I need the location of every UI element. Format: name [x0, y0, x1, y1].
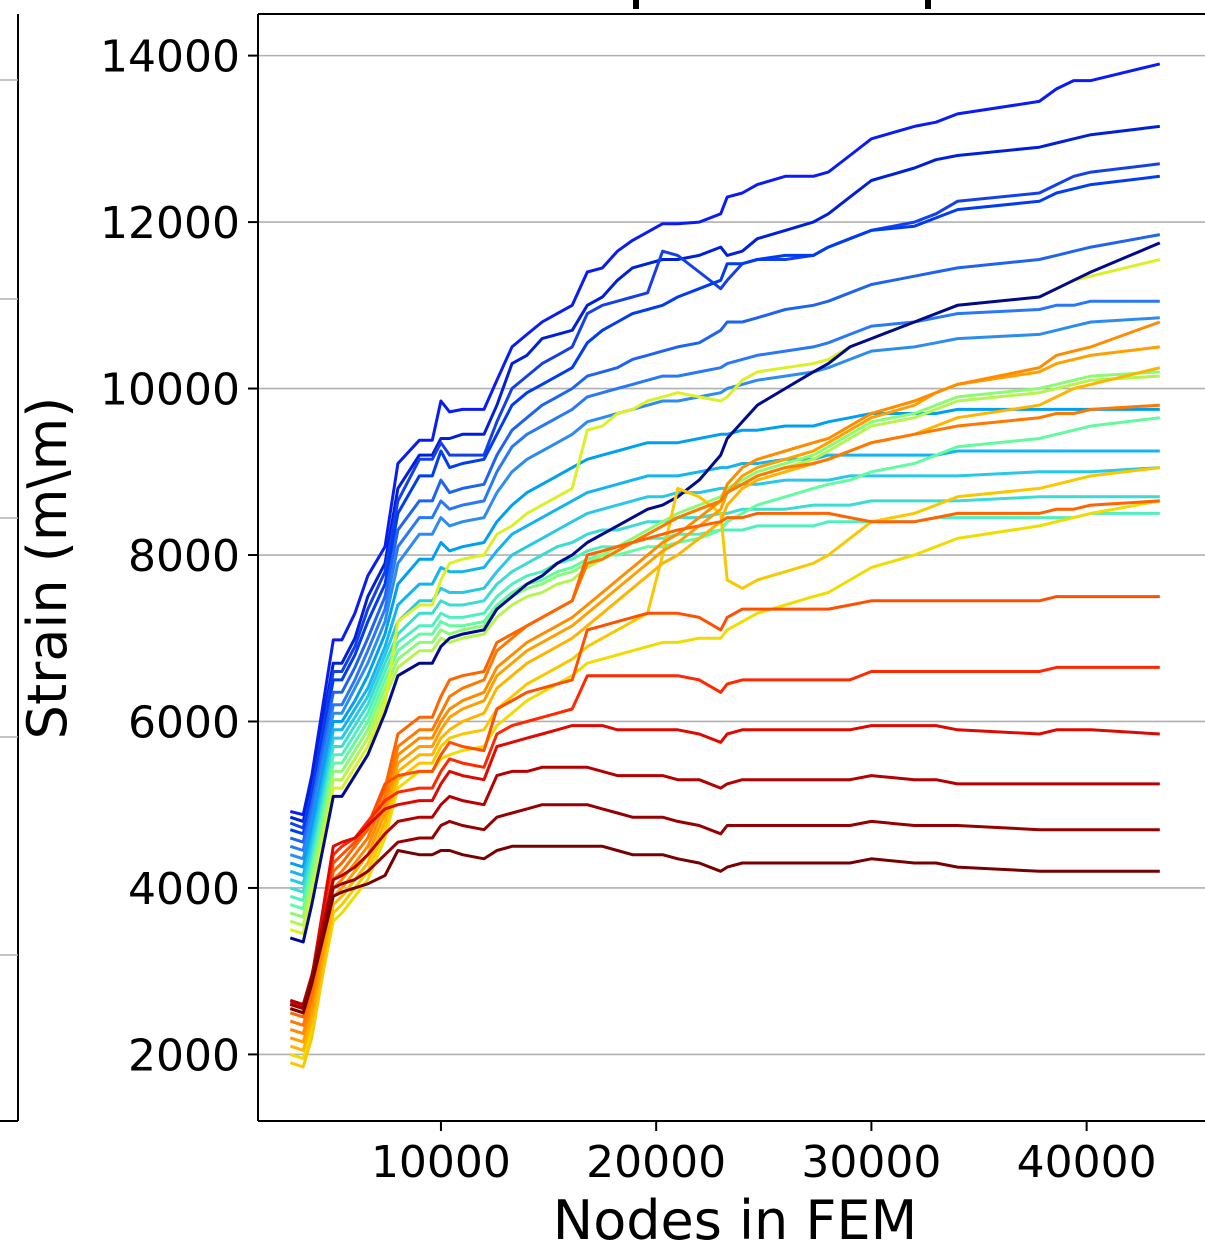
y-axis-ticks: 2000 4000 6000 8000 10000 12000 14000 — [100, 32, 258, 1081]
y-gridlines — [258, 54, 1205, 1056]
y-axis-label: Strain (m\m) — [16, 397, 79, 740]
x-axis-label: Nodes in FEM — [553, 1189, 917, 1248]
y-tick-label: 10000 — [100, 365, 240, 416]
series-line-25 — [289, 595, 1160, 1015]
series-line-18 — [289, 499, 1161, 1061]
y-tick-label: 8000 — [128, 531, 240, 582]
x-tick-label: 30000 — [801, 1137, 941, 1188]
x-tick-label: 40000 — [1017, 1137, 1157, 1188]
series-line-21 — [289, 345, 1160, 1044]
series-line-22 — [289, 320, 1161, 1036]
series-line-28 — [289, 765, 1160, 1006]
series-line-29 — [289, 803, 1160, 1011]
series-line-30 — [289, 844, 1160, 1015]
series-line-8 — [289, 407, 1160, 869]
series-line-9 — [289, 449, 1160, 877]
y-tick-label: 2000 — [128, 1030, 240, 1081]
series-line-1 — [289, 62, 1161, 817]
y-tick-label: 12000 — [100, 198, 240, 249]
clipped-title-marks — [633, 0, 931, 9]
series-line-14 — [289, 370, 1160, 919]
series-line-6 — [289, 299, 1160, 852]
axes-frame — [257, 13, 1205, 1122]
y-tick-label: 6000 — [128, 697, 240, 748]
series-line-3 — [289, 162, 1160, 830]
series-line-4 — [289, 174, 1160, 836]
left-subplot-edge — [0, 14, 19, 1122]
series-line-19 — [289, 466, 1160, 1069]
x-axis-ticks: 10000 20000 30000 40000 — [371, 1121, 1157, 1188]
series-line-10 — [289, 466, 1160, 886]
x-tick-label: 10000 — [371, 1137, 511, 1188]
series-line-17 — [289, 241, 1161, 944]
series-line-2 — [289, 124, 1160, 823]
y-tick-label: 4000 — [128, 864, 240, 915]
series-line-26 — [289, 665, 1160, 1011]
series-line-5 — [289, 233, 1161, 844]
series-line-23 — [289, 403, 1160, 1027]
series-lines — [289, 62, 1161, 1069]
series-line-24 — [289, 499, 1160, 1019]
series-line-27 — [289, 724, 1160, 1009]
y-tick-label: 14000 — [100, 32, 240, 83]
x-tick-label: 20000 — [586, 1137, 726, 1188]
series-line-16 — [289, 258, 1161, 936]
series-line-7 — [289, 316, 1160, 861]
series-line-20 — [289, 366, 1161, 1052]
